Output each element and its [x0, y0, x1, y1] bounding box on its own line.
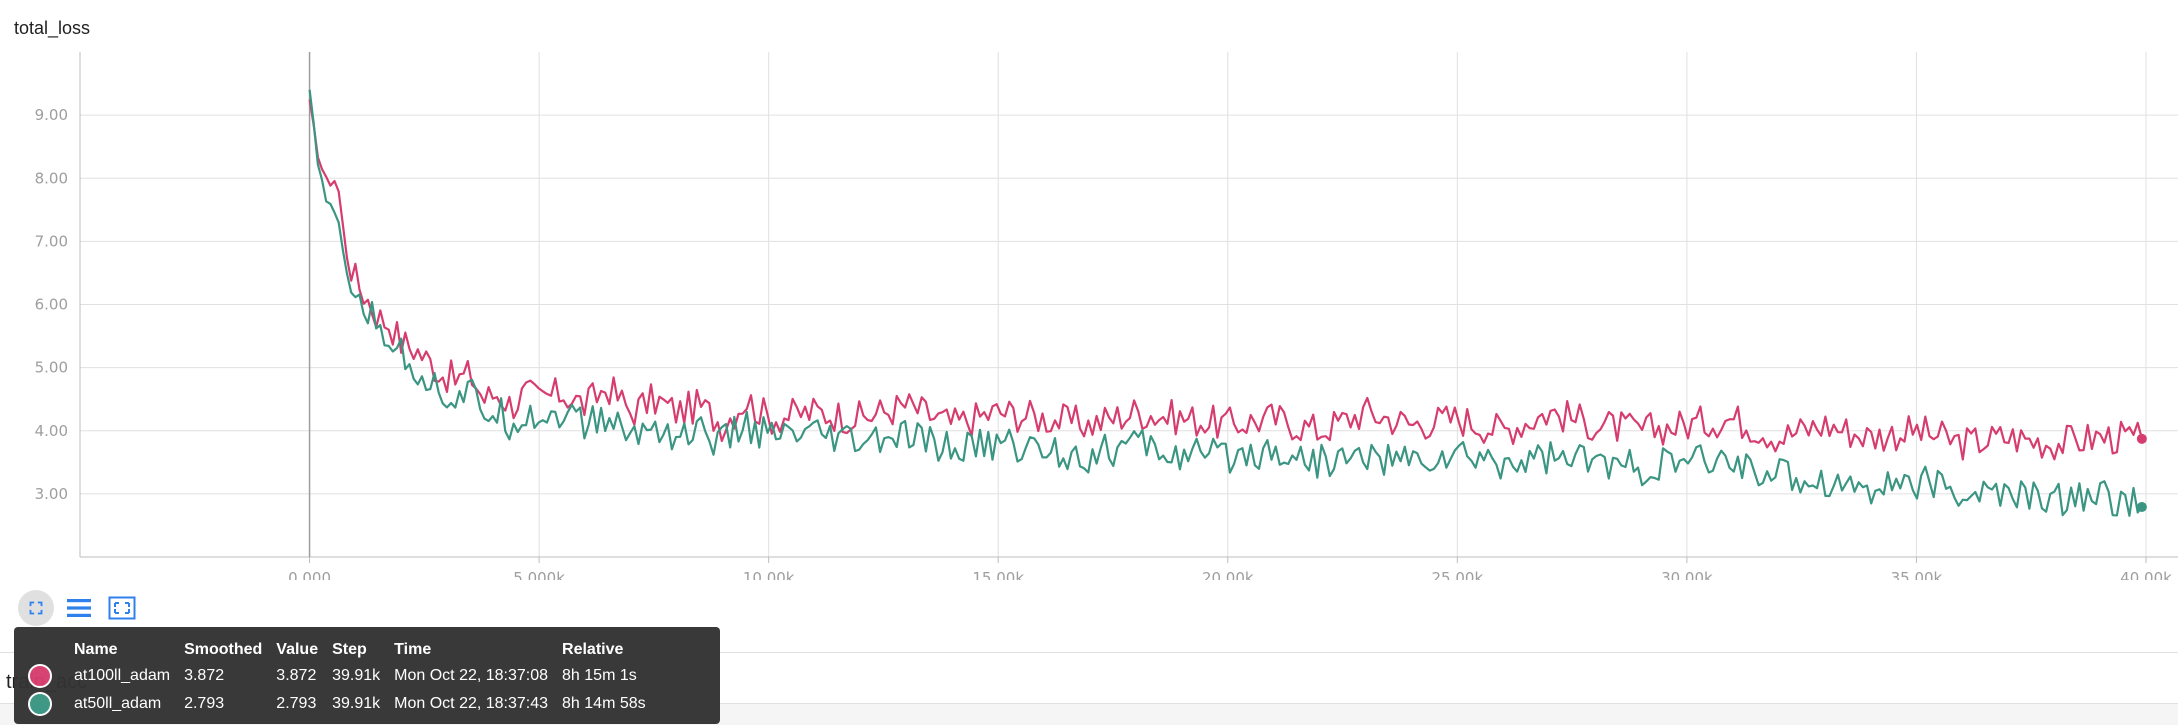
fit-domain-icon [108, 596, 136, 620]
series-color-swatch [28, 692, 52, 716]
series-endpoint-at100ll_adam [2136, 433, 2147, 444]
tooltip-run-name: at50ll_adam [74, 695, 162, 712]
x-tick-label: 15.00k [972, 569, 1024, 580]
y-tick-label: 3.00 [35, 485, 68, 503]
x-tick-label: 5.000k [513, 569, 565, 580]
tooltip-relative: 8h 15m 1s [562, 667, 637, 684]
tooltip-time: Mon Oct 22, 18:37:08 [394, 667, 549, 684]
chart-title: total_loss [14, 18, 91, 38]
line-chart[interactable]: 0.000 5.000k 10.00k 15.00k 20.00k 25.00k 30.00… [0, 0, 2178, 580]
toggle-y-log-button[interactable] [61, 590, 97, 626]
fit-domain-button[interactable] [104, 590, 140, 626]
tooltip-value: 3.872 [276, 667, 317, 684]
series-layer [308, 89, 2147, 517]
tooltip-step: 39.91k [332, 667, 381, 684]
x-tick-label: 10.00k [743, 569, 795, 580]
fullscreen-icon [29, 601, 43, 615]
x-tick-label: 40.00k [2120, 569, 2172, 580]
y-tick-label: 4.00 [35, 422, 68, 440]
tooltip-header-name: Name [74, 641, 118, 658]
tooltip-header-smoothed: Smoothed [184, 641, 263, 658]
chart-tooltip: Name Smoothed Value Step Time Relative a… [14, 627, 720, 724]
tick-labels: 0.000 5.000k 10.00k 15.00k 20.00k 25.00k 30.00… [35, 106, 2173, 580]
tooltip-swatch-cell [28, 662, 74, 690]
tooltip-run-name: at100ll_adam [74, 667, 171, 684]
series-line-at50ll_adam [308, 89, 2143, 517]
grid [80, 52, 2178, 557]
y-tick-label: 5.00 [35, 359, 68, 377]
y-tick-label: 8.00 [35, 169, 68, 187]
tooltip-row: at100ll_adam 3.872 3.872 39.91k Mon Oct … [28, 662, 660, 690]
tooltip-smoothed: 3.872 [184, 667, 225, 684]
series-line-at100ll_adam [308, 99, 2143, 461]
x-tick-label: 35.00k [1891, 569, 1943, 580]
tooltip-header-relative: Relative [562, 641, 624, 658]
tooltip-row: at50ll_adam 2.793 2.793 39.91k Mon Oct 2… [28, 690, 660, 718]
x-tick-label: 20.00k [1202, 569, 1254, 580]
tooltip-value: 2.793 [276, 695, 317, 712]
axes [79, 52, 2178, 563]
fullscreen-button[interactable] [18, 590, 54, 626]
tooltip-header-value: Value [276, 641, 319, 658]
tooltip-header-time: Time [394, 641, 432, 658]
x-tick-label: 30.00k [1661, 569, 1713, 580]
series-color-swatch [28, 664, 52, 688]
tooltip-smoothed: 2.793 [184, 695, 225, 712]
y-tick-label: 6.00 [35, 296, 68, 314]
tooltip-header-step: Step [332, 641, 367, 658]
list-icon [67, 599, 91, 617]
x-tick-label: 25.00k [1432, 569, 1484, 580]
tooltip-time: Mon Oct 22, 18:37:43 [394, 695, 549, 712]
y-tick-label: 7.00 [35, 232, 68, 250]
tooltip-swatch-cell [28, 690, 74, 718]
tooltip-step: 39.91k [332, 695, 381, 712]
tooltip-header-row: Name Smoothed Value Step Time Relative [28, 638, 660, 662]
y-tick-label: 9.00 [35, 106, 68, 124]
card-divider [0, 652, 2178, 653]
x-tick-label: 0.000 [288, 569, 331, 580]
tooltip-table: Name Smoothed Value Step Time Relative a… [28, 638, 660, 718]
series-endpoint-at50ll_adam [2136, 501, 2147, 512]
tooltip-header-swatch [28, 638, 74, 662]
tooltip-relative: 8h 14m 58s [562, 695, 646, 712]
